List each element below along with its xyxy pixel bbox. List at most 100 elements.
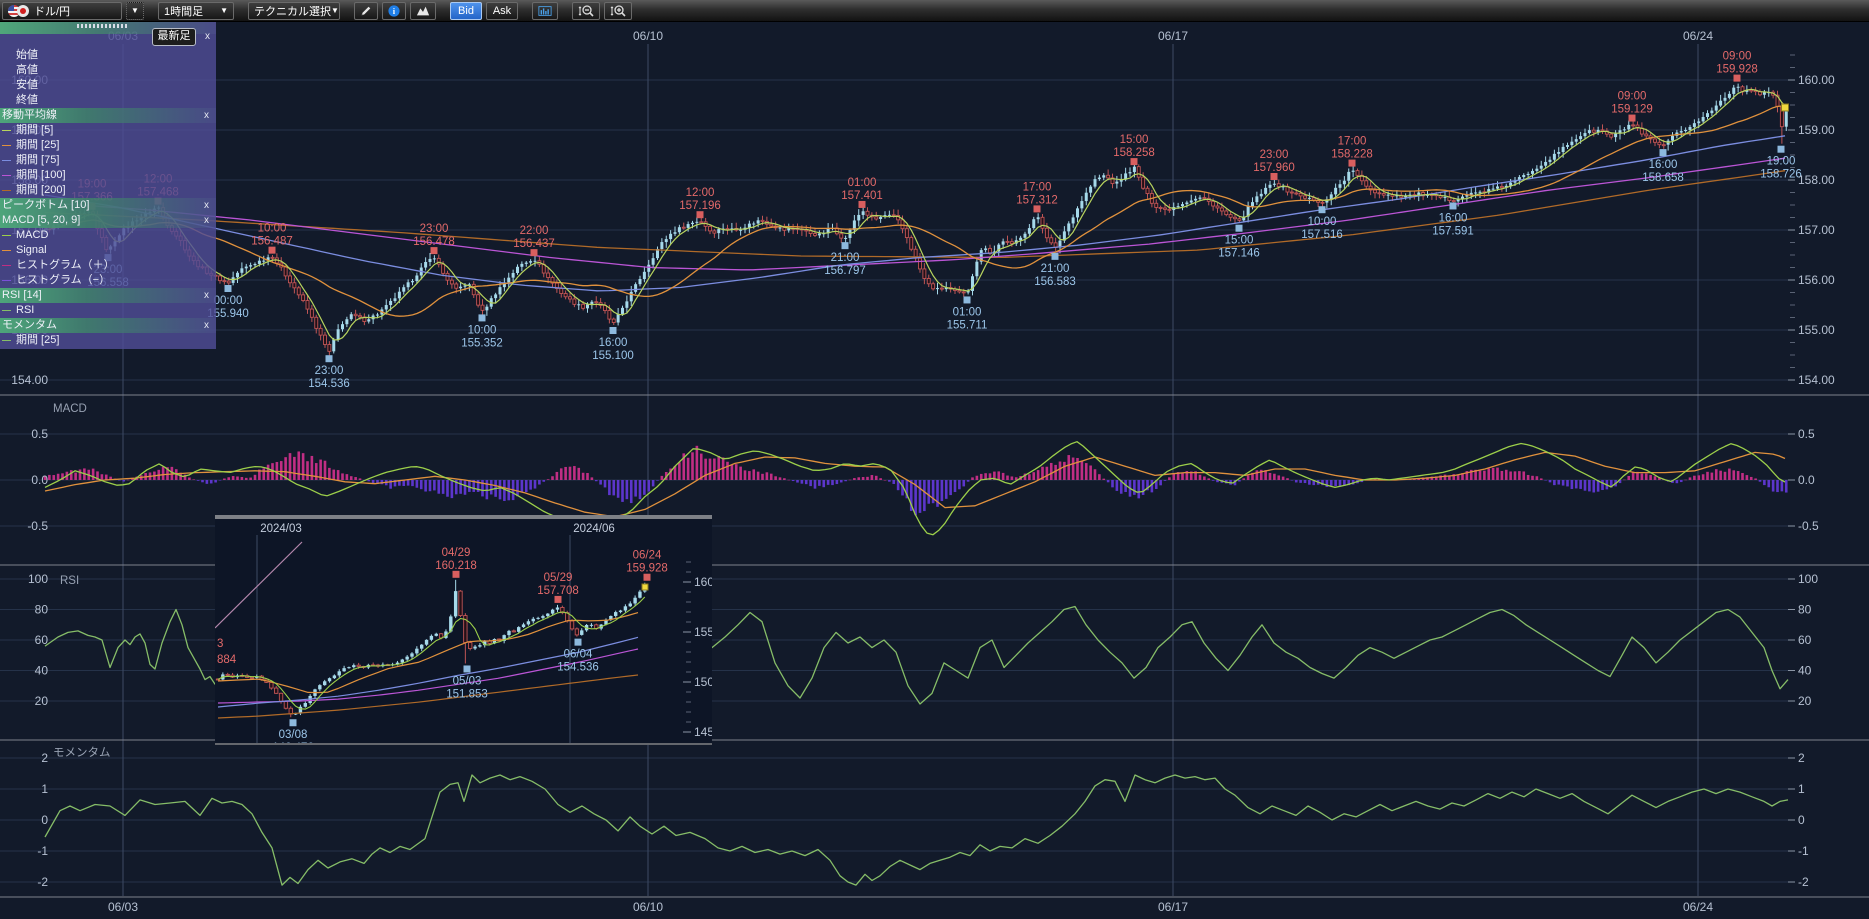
svg-text:157.312: 157.312 <box>1016 194 1058 206</box>
svg-text:MACD: MACD <box>53 403 87 415</box>
svg-text:146.476: 146.476 <box>272 742 314 743</box>
close-icon[interactable]: x <box>205 31 210 42</box>
close-icon[interactable]: x <box>204 290 209 301</box>
daily-inset-window[interactable]: 2024/03 2024/06 04/29 160.218 05/29 157.708 06… <box>214 515 717 754</box>
currency-pair-dropdown-button[interactable]: ▼ <box>126 1 144 20</box>
legend-item-label: 期間 [200] <box>16 184 66 196</box>
svg-text:2024/03: 2024/03 <box>260 523 302 535</box>
svg-text:158.258: 158.258 <box>1113 147 1155 159</box>
line-color-swatch-icon <box>2 250 11 251</box>
legend-item[interactable]: RSI <box>0 303 216 318</box>
latest-bar-button[interactable]: 最新足 <box>152 28 196 46</box>
info-button[interactable]: i <box>382 1 406 20</box>
pencil-icon <box>361 6 371 15</box>
legend-item-label: 期間 [25] <box>16 139 60 151</box>
ask-button[interactable]: Ask <box>486 1 518 20</box>
legend-item-label: 期間 [100] <box>16 169 66 181</box>
svg-text:159.129: 159.129 <box>1611 104 1653 116</box>
svg-text:12:00: 12:00 <box>686 187 715 199</box>
svg-text:15:00: 15:00 <box>1225 235 1254 247</box>
legend-item[interactable]: 始値 <box>0 48 216 63</box>
indicator-legend-panel[interactable]: 最新足 x 始値 高値 安値 終値 移動平均線 x 期間 [5] 期間 [25] 期間 [75]… <box>0 22 216 349</box>
svg-text:-0.5: -0.5 <box>1798 519 1819 533</box>
legend-item-label: MACD <box>16 229 49 241</box>
price-y-axis: 160.00 159.00 158.00 157.00 156.00 155.00 154.… <box>11 54 1835 387</box>
close-icon[interactable]: x <box>204 110 209 121</box>
svg-text:RSI: RSI <box>60 575 79 587</box>
legend-item-label: ヒストグラム（−） <box>16 274 111 286</box>
legend-section-header[interactable]: モメンタム x <box>0 318 216 333</box>
svg-text:05/03: 05/03 <box>453 675 482 687</box>
legend-item[interactable]: 高値 <box>0 63 216 78</box>
svg-text:158.228: 158.228 <box>1331 149 1373 161</box>
legend-section-header[interactable]: MACD [5, 20, 9] x <box>0 213 216 228</box>
legend-item[interactable]: Signal <box>0 243 216 258</box>
legend-item-label: 高値 <box>16 64 38 76</box>
legend-item[interactable]: ヒストグラム（＋） <box>0 258 216 273</box>
zoom-in-button[interactable] <box>604 1 632 20</box>
svg-text:15:00: 15:00 <box>1120 134 1149 146</box>
svg-text:60: 60 <box>1798 633 1812 647</box>
close-icon[interactable]: x <box>204 200 209 211</box>
svg-text:04/29: 04/29 <box>442 547 471 559</box>
svg-text:154.00: 154.00 <box>11 373 48 387</box>
draw-button[interactable] <box>354 1 378 20</box>
svg-text:156.487: 156.487 <box>251 236 293 248</box>
svg-text:-2: -2 <box>1798 875 1809 889</box>
legend-item[interactable]: 期間 [5] <box>0 123 216 138</box>
line-color-swatch-icon <box>2 175 11 176</box>
svg-text:154.00: 154.00 <box>1798 373 1835 387</box>
legend-item-label: 終値 <box>16 94 38 106</box>
svg-text:-0.5: -0.5 <box>27 519 48 533</box>
svg-text:150.: 150. <box>694 675 712 689</box>
legend-section-title: ピークボトム [10] <box>2 199 90 211</box>
currency-pair-select[interactable]: ドル/円 <box>2 1 122 20</box>
svg-text:0.5: 0.5 <box>1798 427 1815 441</box>
svg-text:21:00: 21:00 <box>1041 263 1070 275</box>
svg-text:0.5: 0.5 <box>31 427 48 441</box>
zoom-out-icon <box>578 4 594 17</box>
bid-button[interactable]: Bid <box>450 1 482 20</box>
drag-handle-icon[interactable] <box>77 24 129 28</box>
legend-item-label: 始値 <box>16 49 38 61</box>
legend-item[interactable]: 期間 [75] <box>0 153 216 168</box>
legend-section-header[interactable]: ピークボトム [10] x <box>0 198 216 213</box>
line-color-swatch-icon <box>2 160 11 161</box>
zoom-out-button[interactable] <box>572 1 600 20</box>
svg-text:22:00: 22:00 <box>520 225 549 237</box>
svg-text:0.0: 0.0 <box>31 473 48 487</box>
svg-text:01:00: 01:00 <box>848 177 877 189</box>
svg-text:157.591: 157.591 <box>1432 225 1474 237</box>
svg-text:157.960: 157.960 <box>1253 162 1295 174</box>
legend-item[interactable]: 期間 [25] <box>0 333 216 348</box>
technical-select-button[interactable]: テクニカル選択 ▼ <box>248 1 340 20</box>
line-color-swatch-icon <box>2 130 11 131</box>
legend-section-header[interactable]: RSI [14] x <box>0 288 216 303</box>
legend-item[interactable]: 終値 <box>0 93 216 108</box>
legend-item[interactable]: MACD <box>0 228 216 243</box>
svg-text:0: 0 <box>1798 813 1805 827</box>
tick-chart-button[interactable] <box>532 1 558 20</box>
line-color-swatch-icon <box>2 340 11 341</box>
close-icon[interactable]: x <box>204 215 209 226</box>
svg-text:20: 20 <box>35 694 49 708</box>
svg-text:157.401: 157.401 <box>841 190 883 202</box>
legend-item[interactable]: 安値 <box>0 78 216 93</box>
line-color-swatch-icon <box>2 190 11 191</box>
legend-rows: 始値 高値 安値 終値 移動平均線 x 期間 [5] 期間 [25] 期間 [75] 期間 [10… <box>0 48 216 348</box>
legend-item[interactable]: ヒストグラム（−） <box>0 273 216 288</box>
chart-style-button[interactable] <box>410 1 436 20</box>
svg-text:09:00: 09:00 <box>1618 91 1647 103</box>
close-icon[interactable]: x <box>204 320 209 331</box>
legend-section-header[interactable]: 移動平均線 x <box>0 108 216 123</box>
svg-text:3: 3 <box>217 638 223 650</box>
svg-text:158.658: 158.658 <box>1642 172 1684 184</box>
line-color-swatch-icon <box>2 145 11 146</box>
timeframe-select[interactable]: 1時間足 ▼ <box>158 1 234 20</box>
legend-item[interactable]: 期間 [100] <box>0 168 216 183</box>
legend-item[interactable]: 期間 [25] <box>0 138 216 153</box>
svg-text:06/24: 06/24 <box>633 550 662 562</box>
legend-item[interactable]: 期間 [200] <box>0 183 216 198</box>
